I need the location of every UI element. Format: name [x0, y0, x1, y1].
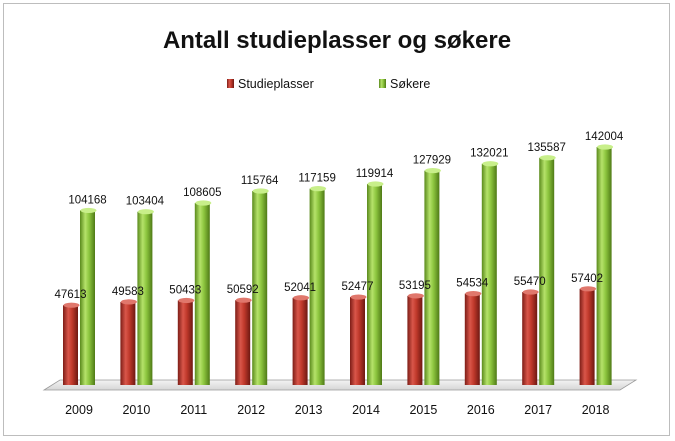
bar-top-studieplasser-2013 — [293, 295, 310, 301]
bar-sokere-2015 — [424, 170, 440, 385]
bar-top-studieplasser-2011 — [178, 297, 195, 304]
bar-top-sokere-2010 — [137, 209, 154, 215]
x-tick-label-2015: 2015 — [409, 403, 437, 417]
bar-top-studieplasser-2016 — [465, 291, 482, 297]
x-tick-label-2010: 2010 — [122, 403, 150, 417]
x-axis-ticks: 2009 2010 2011 2012 2013 2014 2015 2016 2017 2018 — [65, 403, 609, 417]
bar-studieplasser-2011 — [177, 300, 193, 385]
bar-studieplasser-2010 — [120, 301, 136, 385]
value-label-studieplasser-2009: 47613 — [55, 289, 87, 301]
bar-studieplasser-2017 — [522, 292, 538, 385]
bar-top-studieplasser-2012 — [235, 297, 252, 303]
value-label-studieplasser-2016: 54534 — [456, 278, 489, 290]
bar-top-sokere-2011 — [195, 200, 212, 206]
legend-swatch-sokere — [379, 79, 386, 88]
bar-studieplasser-2014 — [350, 297, 365, 385]
bar-top-sokere-2018 — [597, 144, 614, 150]
chart-frame — [3, 3, 670, 436]
bar-studieplasser-2015 — [407, 295, 423, 385]
value-label-sokere-2015: 127929 — [413, 155, 451, 167]
bar-top-sokere-2013 — [310, 186, 327, 192]
bar-top-sokere-2009 — [80, 207, 97, 214]
bar-sokere-2011 — [194, 202, 210, 385]
x-tick-label-2012: 2012 — [237, 403, 265, 417]
bar-top-studieplasser-2014 — [350, 294, 367, 300]
value-label-studieplasser-2014: 52477 — [342, 281, 374, 293]
bar-top-sokere-2014 — [367, 181, 384, 187]
value-label-sokere-2009: 104168 — [68, 194, 106, 206]
x-tick-label-2014: 2014 — [352, 403, 380, 417]
bar-top-sokere-2017 — [539, 155, 556, 161]
bar-top-sokere-2016 — [482, 161, 499, 167]
bar-top-studieplasser-2009 — [63, 302, 80, 308]
bars — [63, 144, 614, 385]
bar-sokere-2017 — [539, 157, 555, 385]
x-tick-label-2009: 2009 — [65, 403, 93, 417]
bar-studieplasser-2012 — [235, 300, 251, 385]
legend-label-sokere: Søkere — [390, 77, 430, 91]
value-label-sokere-2011: 108605 — [183, 187, 221, 199]
legend-swatch-studieplasser — [227, 79, 234, 88]
value-label-sokere-2012: 115764 — [241, 175, 279, 187]
value-label-studieplasser-2010: 49583 — [112, 286, 144, 298]
value-label-sokere-2016: 132021 — [470, 148, 508, 160]
bar-sokere-2014 — [367, 184, 382, 385]
value-label-sokere-2014: 119914 — [356, 168, 394, 180]
bar-top-studieplasser-2015 — [407, 293, 424, 299]
bar-top-sokere-2012 — [252, 188, 269, 194]
value-labels: 47613 104168 49583 103404 50433 108605 50592 11… — [55, 131, 624, 301]
value-label-studieplasser-2015: 53195 — [399, 280, 431, 292]
x-tick-label-2018: 2018 — [582, 403, 610, 417]
chart-title: Antall studieplasser og søkere — [163, 27, 511, 54]
bar-sokere-2012 — [252, 190, 268, 385]
x-tick-label-2013: 2013 — [295, 403, 323, 417]
bar-studieplasser-2009 — [63, 305, 78, 385]
legend: Studieplasser Søkere — [227, 77, 430, 91]
value-label-studieplasser-2018: 57402 — [571, 273, 603, 285]
bar-sokere-2013 — [309, 188, 325, 385]
bar-top-studieplasser-2017 — [522, 289, 539, 295]
value-label-studieplasser-2011: 50433 — [169, 284, 201, 296]
bar-top-sokere-2015 — [424, 167, 441, 174]
value-label-sokere-2013: 117159 — [298, 173, 336, 185]
value-label-studieplasser-2013: 52041 — [284, 282, 316, 294]
value-label-sokere-2018: 142004 — [585, 131, 624, 143]
bar-top-studieplasser-2010 — [120, 299, 137, 305]
bar-sokere-2009 — [80, 210, 95, 385]
bar-top-studieplasser-2018 — [580, 286, 597, 292]
value-label-sokere-2017: 135587 — [528, 142, 566, 154]
value-label-sokere-2010: 103404 — [126, 196, 165, 208]
bar-studieplasser-2013 — [292, 297, 308, 385]
legend-label-studieplasser: Studieplasser — [238, 77, 314, 91]
value-label-studieplasser-2012: 50592 — [227, 284, 259, 296]
value-label-studieplasser-2017: 55470 — [514, 276, 546, 288]
x-tick-label-2017: 2017 — [524, 403, 552, 417]
bar-studieplasser-2018 — [579, 288, 595, 385]
bar-sokere-2018 — [596, 147, 612, 385]
bar-sokere-2010 — [137, 211, 153, 385]
x-tick-label-2016: 2016 — [467, 403, 495, 417]
bar-studieplasser-2016 — [464, 293, 480, 385]
bar-sokere-2016 — [481, 163, 497, 385]
x-tick-label-2011: 2011 — [180, 403, 207, 417]
